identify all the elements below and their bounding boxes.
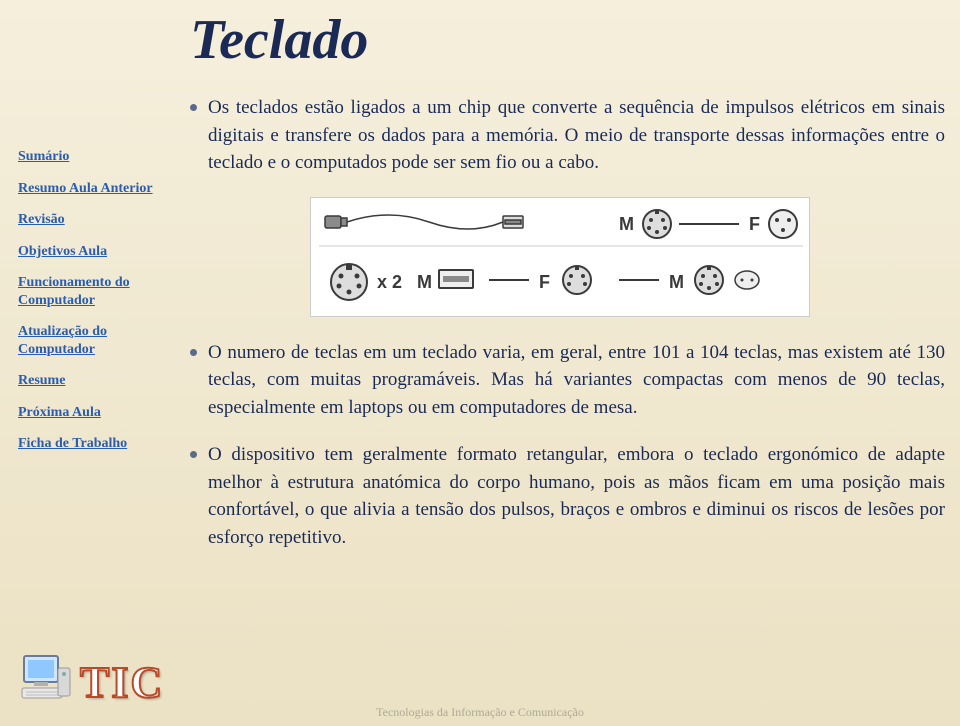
sidebar-item-proxima-aula[interactable]: Próxima Aula: [18, 404, 168, 422]
sidebar-item-objetivos-aula[interactable]: Objetivos Aula: [18, 243, 168, 261]
bullet-item: O dispositivo tem geralmente formato ret…: [190, 441, 945, 551]
diagram-label-m1: M: [417, 272, 432, 292]
bullet-list: Os teclados estão ligados a um chip que …: [190, 94, 945, 177]
tic-label: TIC: [80, 657, 164, 708]
diagram-label-f2: F: [749, 214, 760, 234]
computer-icon: [18, 652, 74, 708]
sidebar-item-ficha-trabalho[interactable]: Ficha de Trabalho: [18, 435, 168, 453]
bullet-list-2: O numero de teclas em um teclado varia, …: [190, 339, 945, 552]
sidebar-item-atualizacao-computador[interactable]: Atualização do Computador: [18, 323, 168, 358]
connector-diagram: x 2 M F M: [310, 197, 810, 317]
bullet-item: O numero de teclas em um teclado varia, …: [190, 339, 945, 422]
bullet-item: Os teclados estão ligados a um chip que …: [190, 94, 945, 177]
sidebar-nav: Sumário Resumo Aula Anterior Revisão Obj…: [18, 148, 168, 467]
diagram-label-m2: M: [619, 214, 634, 234]
sidebar-item-revisao[interactable]: Revisão: [18, 211, 168, 229]
sidebar-item-sumario[interactable]: Sumário: [18, 148, 168, 166]
diagram-label-f1: F: [539, 272, 550, 292]
sidebar-item-resume[interactable]: Resume: [18, 372, 168, 390]
tic-badge: TIC: [18, 652, 164, 708]
sidebar-item-resumo-aula-anterior[interactable]: Resumo Aula Anterior: [18, 180, 168, 198]
main-content: Teclado Os teclados estão ligados a um c…: [190, 8, 945, 571]
sidebar-item-funcionamento-computador[interactable]: Funcionamento do Computador: [18, 274, 168, 309]
diagram-label-m3: M: [669, 272, 684, 292]
diagram-label-x2: x 2: [377, 272, 402, 292]
page-title: Teclado: [190, 8, 945, 72]
